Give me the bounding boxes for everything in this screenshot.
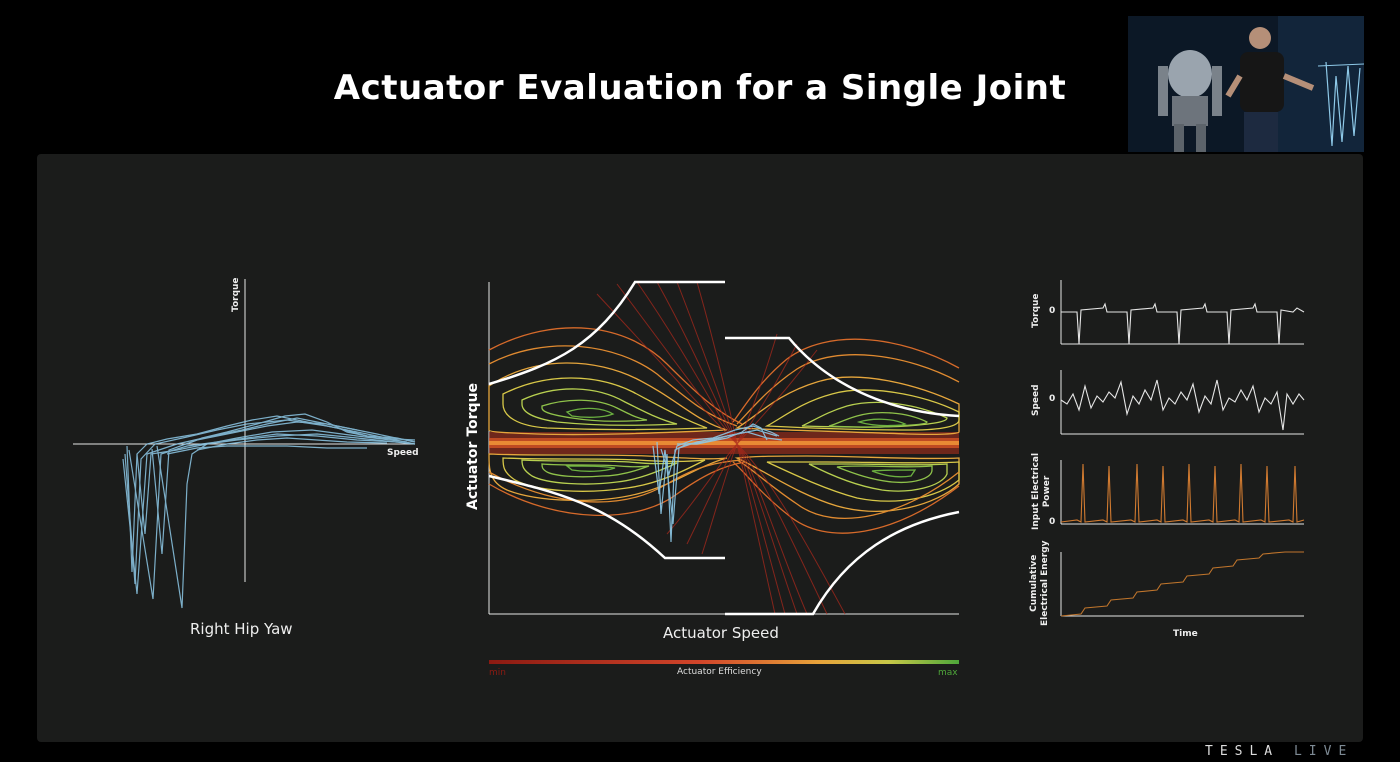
center-y-axis-label: Actuator Torque <box>465 382 481 510</box>
center-plot <box>488 280 960 664</box>
power-label-line1: Input Electrical <box>1031 452 1041 530</box>
slide-content-panel: Torque Speed Right Hip Yaw Actuator Torq… <box>37 154 1363 742</box>
speed-label: Speed <box>1031 384 1041 416</box>
power-zero-label: 0 <box>1049 517 1056 527</box>
speed-zero-label: 0 <box>1049 394 1056 404</box>
left-plot <box>73 279 416 609</box>
slide-title: Actuator Evaluation for a Single Joint <box>333 68 1067 108</box>
energy-label-line2: Electrical Energy <box>1040 540 1050 626</box>
brand-tesla: TESLA <box>1205 744 1280 759</box>
time-axis-label: Time <box>1173 629 1198 639</box>
energy-label-line1: Cumulative <box>1029 554 1039 612</box>
presenter-video-thumbnail <box>1128 16 1364 152</box>
colorbar-max-label: max <box>938 668 958 678</box>
center-trajectory <box>652 423 783 543</box>
power-subplot <box>1060 460 1305 525</box>
torque-label: Torque <box>1031 293 1041 328</box>
speed-subplot <box>1060 370 1305 435</box>
center-x-axis-label: Actuator Speed <box>663 624 779 642</box>
plots-canvas <box>73 279 1305 664</box>
tesla-live-logo: TESLA LIVE <box>1205 744 1353 759</box>
colorbar-title: Actuator Efficiency <box>677 667 762 677</box>
colorbar-min-label: min <box>489 668 506 678</box>
left-y-axis-label: Torque <box>231 277 241 312</box>
operating-envelope <box>488 280 960 616</box>
right-plots <box>1060 280 1305 617</box>
torque-zero-label: 0 <box>1049 306 1056 316</box>
efficiency-colorbar <box>489 660 959 664</box>
efficiency-band <box>489 432 959 454</box>
presenter-video-image <box>1128 16 1364 152</box>
low-efficiency-lines <box>596 281 846 615</box>
energy-label: Cumulative Electrical Energy <box>1029 540 1051 626</box>
brand-live: LIVE <box>1293 744 1354 759</box>
left-plot-caption: Right Hip Yaw <box>190 620 293 638</box>
energy-subplot <box>1060 551 1304 617</box>
torque-subplot <box>1060 280 1305 345</box>
left-trajectory <box>122 413 416 609</box>
left-x-axis-label: Speed <box>387 448 419 458</box>
efficiency-contours <box>488 327 960 534</box>
